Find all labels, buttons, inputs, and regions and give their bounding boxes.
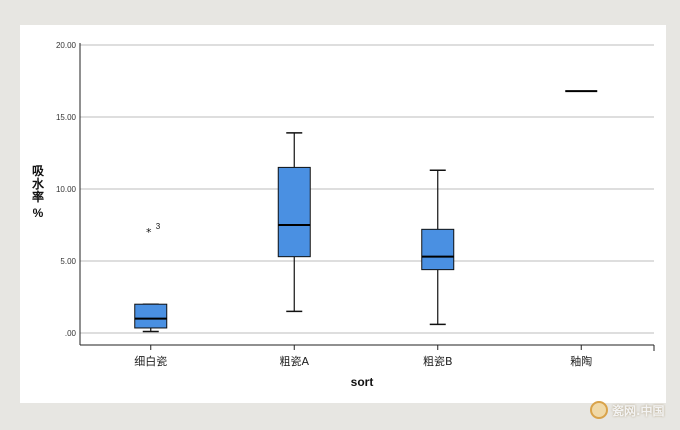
category-label: 粗瓷A [279,354,309,368]
y-tick-label: .00 [65,329,77,338]
watermark: 瓷网.中国 [590,398,674,422]
watermark-text: 瓷网.中国 [612,403,665,418]
category-label: 粗瓷B [423,354,453,368]
outlier-marker: * [146,226,152,239]
box-iqr [277,166,311,258]
y-tick-label: 15.00 [56,113,77,122]
y-axis-title-char: 吸 [32,164,45,178]
outlier-label: 3 [156,222,161,231]
y-axis-title-char: 水 [32,176,45,191]
y-axis-title-char: 率 [32,189,44,204]
y-tick-label: 5.00 [60,257,76,266]
category-label: 细白瓷 [134,354,167,368]
y-tick-label: 20.00 [56,41,77,50]
y-tick-label: 10.00 [56,185,77,194]
category-label: 釉陶 [570,354,592,368]
box-plot: .00 5.00 10.00 15.00 20.00 * 3 细白瓷 粗瓷A 粗瓷B 釉陶 sort 吸… [32,41,655,389]
y-axis-title-unit: % [33,206,44,220]
box-iqr [134,303,168,329]
box-iqr [421,228,455,271]
chart-panel: .00 5.00 10.00 15.00 20.00 * 3 细白瓷 粗瓷A 粗瓷B 釉陶 sort 吸… [20,25,666,403]
watermark-logo-icon [590,401,608,419]
x-axis-title: sort [351,375,374,389]
